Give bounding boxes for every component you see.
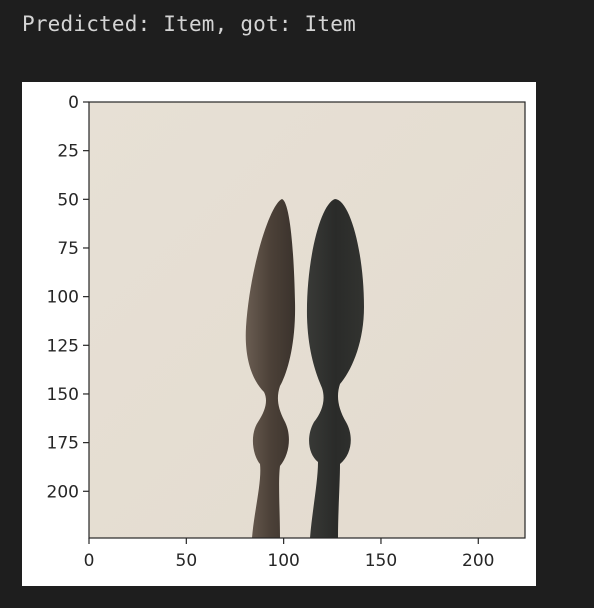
right-spoon-shape [306,199,364,538]
x-tick-label: 150 [365,551,397,571]
y-axis: 0 25 50 75 100 125 150 175 200 [47,93,89,502]
x-tick-label: 100 [267,551,299,571]
y-tick-label: 200 [47,482,79,502]
y-tick-label: 125 [47,336,79,356]
y-tick-label: 75 [57,239,79,259]
prediction-text: Predicted: Item, got: Item [22,12,356,36]
x-tick-label: 50 [176,551,198,571]
y-tick-label: 25 [57,142,79,162]
image-figure: 0 25 50 75 100 125 150 175 200 0 50 100 150 200 [22,82,536,586]
sample-image [89,102,525,538]
x-tick-label: 200 [462,551,494,571]
y-tick-label: 0 [68,93,79,113]
y-tick-label: 150 [47,385,79,405]
y-tick-label: 100 [47,288,79,308]
x-axis: 0 50 100 150 200 [84,538,495,571]
image-plot: 0 25 50 75 100 125 150 175 200 0 50 100 150 200 [47,93,526,571]
y-tick-label: 50 [57,190,79,210]
axes-frame [88,101,526,539]
y-tick-label: 175 [47,434,79,454]
left-spoon-shape [245,199,296,538]
x-tick-label: 0 [84,551,95,571]
